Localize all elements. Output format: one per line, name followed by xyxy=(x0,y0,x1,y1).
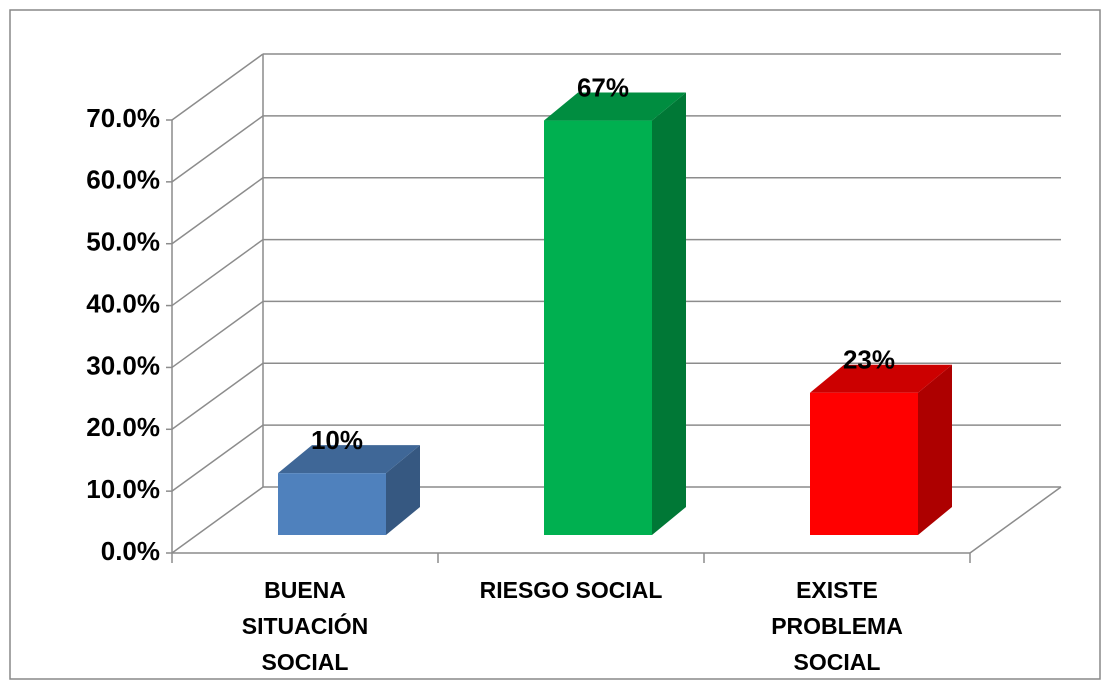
grid-line xyxy=(171,424,264,492)
grid-line xyxy=(171,53,264,121)
bar xyxy=(278,473,386,535)
x-tick-label: RIESGO SOCIAL xyxy=(479,577,663,603)
bar xyxy=(810,392,918,535)
y-tick-label: 10.0% xyxy=(86,474,160,504)
y-tick-label: 0.0% xyxy=(101,536,160,566)
y-tick-label: 60.0% xyxy=(86,165,160,195)
grid-line xyxy=(171,115,264,183)
bar-side xyxy=(652,92,686,536)
y-tick-label: 20.0% xyxy=(86,412,160,442)
data-label: 23% xyxy=(843,345,895,375)
grid-line xyxy=(171,300,264,369)
data-label: 67% xyxy=(577,72,629,102)
bar-top xyxy=(810,364,952,393)
y-tick-label: 50.0% xyxy=(86,227,160,257)
bar xyxy=(544,120,652,536)
data-label: 10% xyxy=(311,425,363,455)
grid-line xyxy=(171,238,264,307)
x-tick-label: BUENA SITUACIÓN SOCIAL xyxy=(241,577,369,675)
floor-edge xyxy=(969,486,1062,554)
grid-line xyxy=(171,362,264,430)
y-tick-label: 70.0% xyxy=(86,103,160,133)
bar-side xyxy=(386,445,420,535)
bar-top xyxy=(278,445,420,474)
grid-line xyxy=(171,177,264,245)
x-tick-label: EXISTE PROBLEMA SOCIAL xyxy=(771,577,903,675)
bar-side xyxy=(918,364,952,535)
y-tick-label: 30.0% xyxy=(86,350,160,380)
grid-line xyxy=(171,486,264,554)
bar-top xyxy=(544,92,686,121)
y-tick-label: 40.0% xyxy=(86,288,160,318)
